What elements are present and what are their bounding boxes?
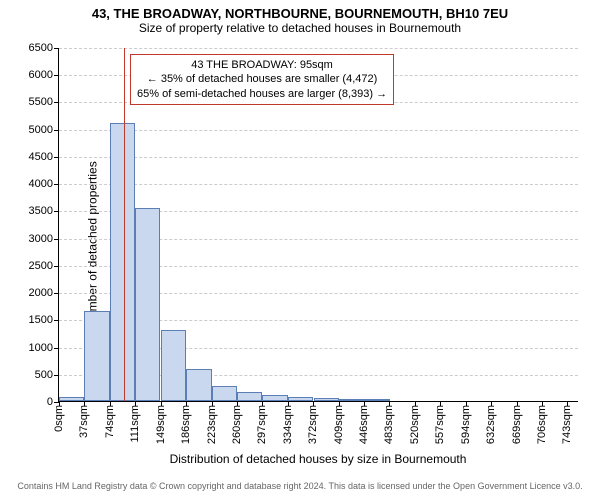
gridline [59,48,578,49]
x-tick-label: 334sqm [282,401,294,444]
y-tick-label: 3000 [29,233,59,245]
histogram-bar [212,386,237,401]
x-tick-label: 483sqm [383,401,395,444]
x-tick-label: 37sqm [78,401,90,438]
x-tick-label: 594sqm [460,401,472,444]
y-tick-label: 4500 [29,151,59,163]
histogram-bar [237,392,262,401]
x-tick-label: 260sqm [231,401,243,444]
x-tick-label: 446sqm [358,401,370,444]
chart-area: Number of detached properties 0500100015… [58,48,578,440]
footer-attribution: Contains HM Land Registry data © Crown c… [0,472,600,500]
x-tick-label: 632sqm [485,401,497,444]
marker-callout: 43 THE BROADWAY: 95sqm← 35% of detached … [130,54,394,105]
x-tick-label: 520sqm [409,401,421,444]
histogram-bar [110,123,135,401]
y-tick-label: 5000 [29,124,59,136]
y-tick-label: 2500 [29,260,59,272]
x-tick-label: 186sqm [180,401,192,444]
x-tick-label: 149sqm [155,401,167,444]
x-tick-label: 297sqm [256,401,268,444]
histogram-bar [161,330,186,401]
y-tick-label: 1500 [29,314,59,326]
x-tick-label: 706sqm [536,401,548,444]
y-tick-label: 5500 [29,96,59,108]
x-tick-label: 0sqm [53,401,65,432]
plot-area: 0500100015002000250030003500400045005000… [58,48,578,402]
histogram-bar [84,311,109,401]
x-tick-label: 74sqm [104,401,116,438]
gridline [59,130,578,131]
x-tick-label: 223sqm [206,401,218,444]
y-tick-label: 6500 [29,42,59,54]
x-tick-label: 669sqm [511,401,523,444]
marker-line [124,48,125,401]
chart-header: 43, THE BROADWAY, NORTHBOURNE, BOURNEMOU… [0,0,600,37]
y-tick-label: 500 [35,369,59,381]
chart-subtitle: Size of property relative to detached ho… [0,21,600,35]
x-axis-title: Distribution of detached houses by size … [58,452,578,466]
y-tick-label: 2000 [29,287,59,299]
x-tick-label: 372sqm [307,401,319,444]
y-tick-label: 4000 [29,178,59,190]
footer-text: Contains HM Land Registry data © Crown c… [17,481,582,491]
callout-line: 65% of semi-detached houses are larger (… [137,87,387,101]
x-tick-label: 557sqm [434,401,446,444]
x-tick-label: 111sqm [129,401,141,443]
x-tick-label: 409sqm [333,401,345,444]
chart-title: 43, THE BROADWAY, NORTHBOURNE, BOURNEMOU… [0,6,600,21]
y-tick-label: 6000 [29,69,59,81]
gridline [59,184,578,185]
gridline [59,157,578,158]
callout-line: 43 THE BROADWAY: 95sqm [137,58,387,72]
y-tick-label: 3500 [29,205,59,217]
callout-line: ← 35% of detached houses are smaller (4,… [137,72,387,86]
x-tick-label: 743sqm [561,401,573,444]
y-tick-label: 1000 [29,342,59,354]
histogram-bar [186,369,211,401]
histogram-bar [135,208,160,401]
